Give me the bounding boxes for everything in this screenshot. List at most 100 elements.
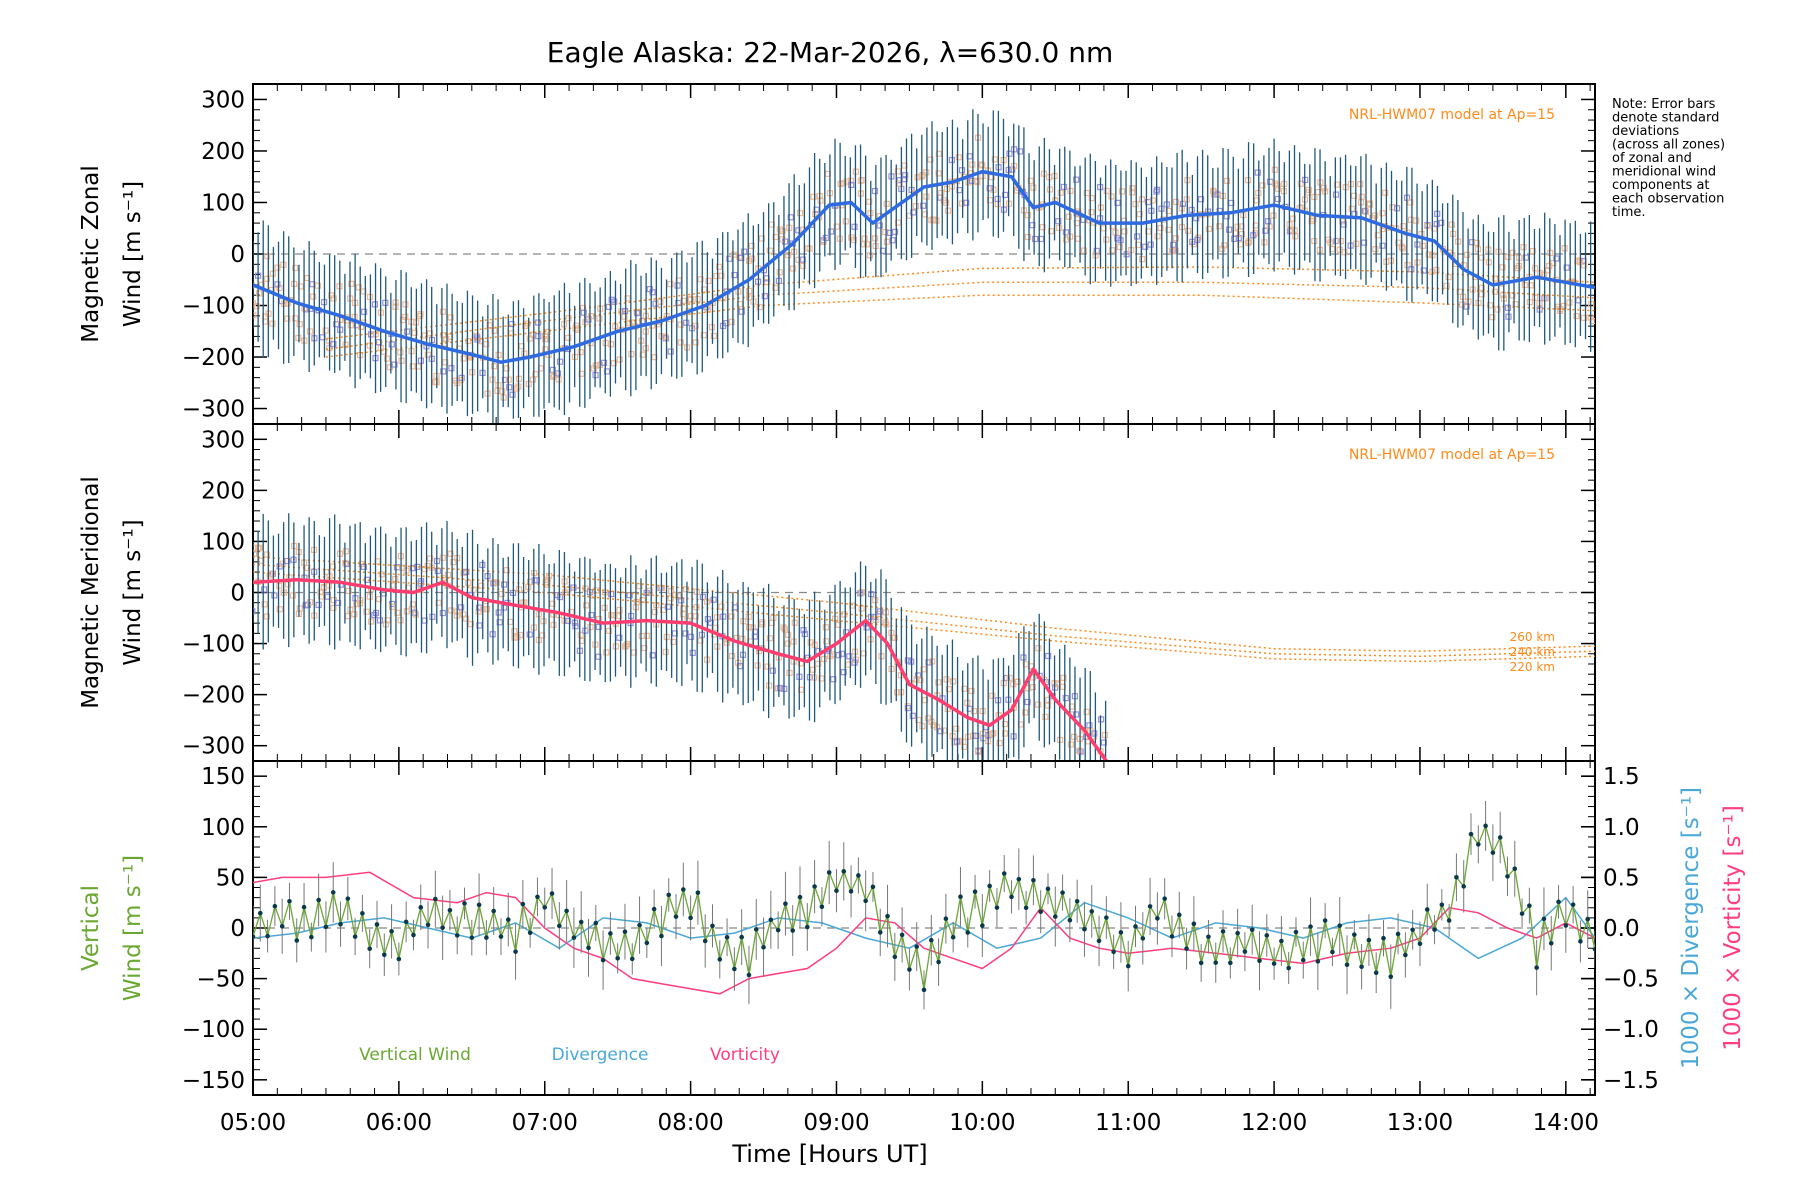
zone-sample-marker: [1333, 237, 1340, 245]
zone-sample-marker: [1133, 233, 1141, 240]
zone-sample-marker: [866, 198, 873, 205]
zone-sample-marker: [1103, 765, 1108, 770]
vertical-wind-point: [1388, 974, 1394, 979]
zone-sample-marker: [1262, 227, 1269, 234]
zone-sample-marker: [457, 377, 464, 384]
zone-sample-marker: [343, 560, 350, 568]
zone-sample-marker: [1129, 189, 1136, 196]
meridional-panel: −300 −200 −100 0 100 200 300 NRL-HWM07 model at…: [78, 423, 1596, 771]
vertical-wind-point: [542, 905, 548, 910]
zone-sample-marker: [1566, 299, 1573, 306]
vertical-wind-point: [1505, 874, 1510, 879]
zone-sample-marker: [292, 264, 299, 272]
zone-sample-marker: [289, 592, 296, 599]
zone-sample-marker: [930, 216, 937, 223]
vertical-wind-point: [1118, 930, 1124, 935]
zone-sample-marker: [274, 281, 281, 288]
note-line: deviations: [1612, 124, 1679, 139]
zone-sample-marker: [950, 678, 957, 685]
zone-sample-marker: [872, 235, 879, 242]
vertical-panel: −150 −100 −50 0 50 100 150 −1.5 −1.0 −0.5 0.0 0.5 1.…: [78, 760, 1746, 1096]
zone-sample-marker: [1478, 254, 1485, 261]
zone-sample-marker: [1188, 206, 1195, 213]
zone-sample-marker: [424, 351, 431, 358]
vertical-wind-point: [1330, 949, 1335, 955]
zone-sample-marker: [697, 276, 704, 283]
zone-sample-marker: [787, 214, 794, 221]
zone-sample-marker: [1147, 241, 1154, 248]
vertical-wind-point: [1009, 894, 1014, 900]
vertical-wind-point: [1249, 927, 1255, 933]
vertical-wind-point: [1410, 927, 1415, 933]
zone-sample-marker: [463, 615, 470, 622]
zone-sample-marker: [1121, 228, 1128, 235]
vertical-wind-point: [943, 916, 949, 921]
zone-sample-marker: [978, 161, 985, 168]
zone-sample-marker: [1093, 766, 1098, 771]
zone-sample-marker: [511, 628, 518, 635]
vertical-wind-point: [1191, 921, 1197, 927]
zone-sample-marker: [450, 559, 457, 566]
zone-sample-marker: [797, 209, 804, 217]
zone-sample-marker: [565, 334, 572, 341]
zone-sample-marker: [636, 583, 643, 590]
zone-sample-marker: [544, 576, 551, 583]
zone-sample-marker: [360, 563, 367, 570]
zone-sample-marker: [759, 619, 766, 626]
zone-sample-marker: [1219, 245, 1226, 253]
zone-sample-marker: [646, 286, 653, 293]
vertical-wind-line: [253, 823, 1595, 990]
vertical-wind-point: [549, 891, 555, 896]
vertical-wind-point: [1359, 964, 1364, 970]
zone-sample-marker: [822, 234, 829, 242]
vertical-wind-point: [586, 945, 591, 951]
zone-sample-marker: [1205, 225, 1213, 233]
zone-sample-marker: [411, 329, 418, 336]
zone-sample-marker: [827, 228, 835, 235]
zone-sample-marker: [1083, 189, 1090, 197]
vertical-wind-point: [272, 903, 278, 909]
zone-sample-marker: [1073, 176, 1080, 183]
zone-sample-marker: [891, 228, 899, 235]
zone-sample-marker: [1529, 247, 1536, 255]
zone-sample-marker: [687, 296, 694, 303]
vertical-wind-point: [783, 901, 788, 907]
vertical-wind-point: [1016, 876, 1022, 882]
vertical-wind-point: [1162, 896, 1167, 901]
model-label: NRL-HWM07 model at Ap=15: [1349, 107, 1555, 123]
vertical-wind-point: [1257, 958, 1262, 964]
zone-sample-marker: [306, 328, 314, 335]
vertical-wind-point: [564, 908, 569, 914]
zone-sample-marker: [689, 649, 696, 656]
vertical-wind-point: [253, 934, 256, 939]
zone-sample-marker: [920, 202, 927, 209]
vertical-wind-point: [1527, 903, 1532, 908]
zone-sample-marker: [333, 321, 340, 328]
zone-sample-marker: [674, 282, 681, 289]
zone-sample-marker: [1024, 212, 1032, 219]
zone-sample-marker: [1145, 228, 1152, 235]
y-axis-label-line2: Wind [m s⁻¹]: [120, 855, 146, 1001]
zone-sample-marker: [915, 716, 922, 724]
vertical-wind-point: [345, 896, 351, 901]
model-curve-240-km: [253, 563, 1595, 658]
zone-sample-marker: [606, 627, 613, 634]
zone-sample-marker: [758, 235, 765, 242]
model-curve-model-3: [325, 294, 1595, 358]
vertical-wind-point: [1111, 949, 1116, 955]
zone-sample-marker: [692, 322, 699, 329]
zone-sample-marker: [276, 606, 283, 613]
zone-sample-marker: [317, 589, 324, 596]
zone-sample-marker: [935, 170, 942, 177]
zone-sample-marker: [503, 567, 510, 574]
vertical-wind-point: [484, 935, 489, 940]
zone-sample-marker: [968, 177, 976, 184]
zone-sample-marker: [1184, 227, 1192, 234]
vertical-wind-point: [848, 889, 854, 894]
zone-sample-marker: [409, 565, 416, 572]
zone-sample-marker: [1055, 218, 1062, 225]
zone-sample-marker: [738, 308, 745, 315]
zone-sample-marker: [1332, 191, 1340, 198]
zone-sample-marker: [986, 185, 993, 192]
